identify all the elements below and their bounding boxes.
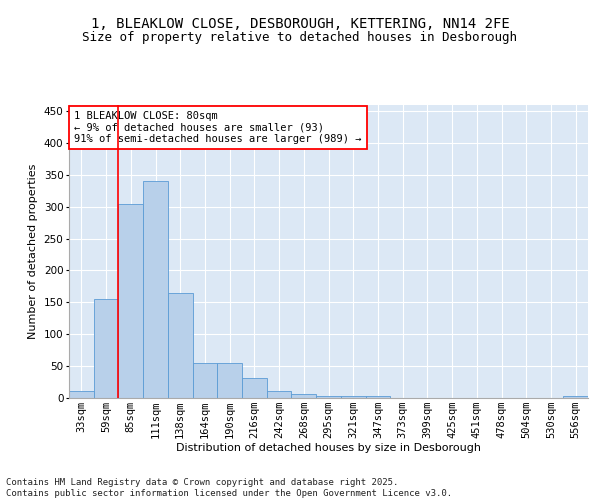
- Bar: [143, 182, 168, 398]
- Bar: [118, 204, 143, 398]
- Text: Contains HM Land Registry data © Crown copyright and database right 2025.
Contai: Contains HM Land Registry data © Crown c…: [6, 478, 452, 498]
- X-axis label: Distribution of detached houses by size in Desborough: Distribution of detached houses by size …: [176, 444, 481, 454]
- Text: 1, BLEAKLOW CLOSE, DESBOROUGH, KETTERING, NN14 2FE: 1, BLEAKLOW CLOSE, DESBOROUGH, KETTERING…: [91, 18, 509, 32]
- Bar: [563, 396, 588, 398]
- Bar: [341, 396, 365, 398]
- Bar: [316, 396, 341, 398]
- Bar: [94, 299, 118, 398]
- Bar: [292, 394, 316, 398]
- Bar: [242, 378, 267, 398]
- Bar: [267, 391, 292, 398]
- Text: 1 BLEAKLOW CLOSE: 80sqm
← 9% of detached houses are smaller (93)
91% of semi-det: 1 BLEAKLOW CLOSE: 80sqm ← 9% of detached…: [74, 111, 362, 144]
- Bar: [217, 362, 242, 398]
- Bar: [168, 292, 193, 398]
- Bar: [193, 362, 217, 398]
- Bar: [69, 391, 94, 398]
- Bar: [365, 396, 390, 398]
- Y-axis label: Number of detached properties: Number of detached properties: [28, 164, 38, 339]
- Text: Size of property relative to detached houses in Desborough: Size of property relative to detached ho…: [83, 31, 517, 44]
